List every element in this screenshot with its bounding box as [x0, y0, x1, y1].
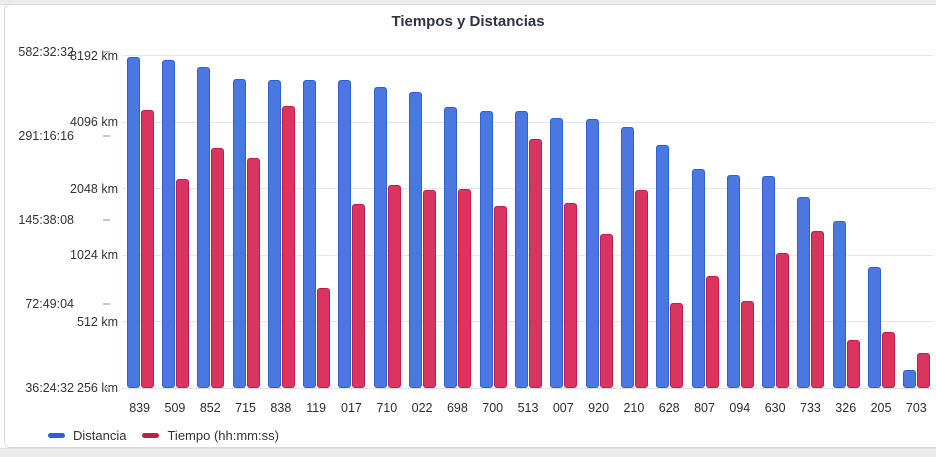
x-axis-category-label: 700 [482, 401, 504, 415]
x-axis-category-label: 205 [870, 401, 892, 415]
bar-distancia[interactable] [726, 175, 740, 388]
bar-distancia[interactable] [832, 220, 846, 388]
bar-tiempo[interactable] [281, 106, 295, 388]
bar-distancia[interactable] [126, 56, 140, 388]
y-axis-time-tick-mark [103, 51, 110, 54]
bar-tiempo[interactable] [175, 178, 189, 388]
legend-item-tiempo[interactable]: Tiempo (hh:mm:ss) [142, 427, 279, 443]
bar-tiempo[interactable] [140, 110, 154, 388]
legend-swatch-icon [48, 432, 65, 438]
x-axis-category-label: 839 [129, 401, 151, 415]
gridline [122, 321, 934, 322]
y-axis-time-tick-mark [103, 135, 110, 138]
bar-tiempo[interactable] [352, 203, 366, 388]
bar-distancia[interactable] [303, 80, 317, 388]
bar-tiempo[interactable] [776, 253, 790, 388]
bar-tiempo[interactable] [493, 205, 507, 388]
chart-legend: Distancia Tiempo (hh:mm:ss) [48, 427, 279, 443]
bar-tiempo[interactable] [670, 302, 684, 388]
x-axis-category-label: 513 [517, 401, 539, 415]
bar-distancia[interactable] [868, 267, 882, 388]
bar-tiempo[interactable] [458, 188, 472, 388]
gridline [122, 387, 934, 389]
bar-distancia[interactable] [479, 110, 493, 388]
bar-tiempo[interactable] [811, 230, 825, 388]
bar-distancia[interactable] [197, 66, 211, 388]
x-axis-category-label: 852 [199, 401, 221, 415]
bar-distancia[interactable] [797, 196, 811, 388]
y-axis-time-tick-mark [103, 303, 110, 306]
legend-swatch-icon [142, 432, 160, 438]
bar-distancia[interactable] [762, 175, 776, 388]
bar-distancia[interactable] [656, 144, 670, 388]
x-axis-category-label: 698 [446, 401, 468, 415]
bar-distancia[interactable] [691, 169, 705, 388]
x-axis-category-label: 509 [164, 401, 186, 415]
bar-tiempo[interactable] [529, 139, 542, 388]
bar-distancia[interactable] [444, 106, 458, 388]
bar-tiempo[interactable] [740, 301, 754, 388]
bar-distancia[interactable] [409, 91, 423, 388]
y-axis-distance-tick-label: 1024 km [70, 248, 118, 262]
bar-tiempo[interactable] [423, 189, 437, 388]
x-axis-category-label: 007 [552, 401, 574, 415]
y-axis-distance-tick-label: 2048 km [70, 181, 118, 196]
x-axis-category-label: 733 [800, 401, 821, 415]
chart-title: Tiempos y Distancias [391, 13, 545, 30]
bar-tiempo[interactable] [846, 340, 860, 388]
y-axis-time-tick-label: 582:32:32 [18, 45, 74, 60]
legend-label: Tiempo (hh:mm:ss) [167, 427, 279, 443]
bar-tiempo[interactable] [917, 353, 931, 388]
bar-tiempo[interactable] [599, 233, 613, 388]
x-axis-category-label: 703 [905, 401, 927, 415]
x-axis-category-label: 807 [694, 401, 715, 415]
bar-tiempo[interactable] [211, 147, 225, 388]
bar-distancia[interactable] [232, 79, 246, 388]
bar-distancia[interactable] [373, 86, 387, 388]
gridline [122, 55, 934, 56]
y-axis-distance-tick-label: 512 km [77, 314, 118, 329]
bar-distancia[interactable] [267, 79, 281, 388]
x-axis-category-label: 920 [588, 401, 610, 415]
y-axis-distance-tick-label: 4096 km [70, 115, 118, 129]
x-axis-category-label: 119 [306, 401, 327, 415]
bar-tiempo[interactable] [705, 276, 719, 388]
y-axis-time-tick-mark [103, 219, 110, 222]
x-axis-category-label: 017 [341, 401, 362, 415]
bar-tiempo[interactable] [387, 185, 401, 388]
y-axis-distance-tick-label: 256 km [77, 381, 118, 395]
gridline [122, 121, 934, 123]
y-axis-time-tick-label: 36:24:32 [25, 381, 74, 395]
bar-distancia[interactable] [903, 369, 917, 388]
bar-distancia[interactable] [338, 80, 352, 388]
y-axis-time-tick-mark [103, 387, 110, 389]
x-axis-category-label: 710 [376, 401, 398, 415]
page-bottom-edge [0, 448, 936, 457]
x-axis-category-label: 022 [411, 401, 433, 415]
bar-distancia[interactable] [550, 118, 564, 388]
x-axis-category-label: 094 [729, 401, 751, 415]
bar-distancia[interactable] [515, 111, 528, 388]
legend-label: Distancia [73, 427, 127, 443]
x-axis-category-label: 326 [835, 401, 857, 415]
gridline [122, 254, 934, 256]
x-axis-category-label: 630 [764, 401, 786, 415]
x-axis-category-label: 210 [623, 401, 645, 415]
bar-tiempo[interactable] [882, 331, 896, 388]
y-axis-time-tick-label: 145:38:08 [18, 213, 74, 228]
x-axis-category-label: 628 [658, 401, 680, 415]
bar-distancia[interactable] [161, 60, 175, 388]
bar-tiempo[interactable] [317, 287, 331, 388]
legend-item-distancia[interactable]: Distancia [48, 428, 126, 443]
x-axis-category-label: 715 [235, 401, 256, 415]
bar-tiempo[interactable] [246, 158, 260, 388]
y-axis-time-tick-label: 291:16:16 [18, 129, 74, 144]
bar-tiempo[interactable] [564, 202, 578, 388]
bar-distancia[interactable] [620, 126, 634, 388]
x-axis-category-label: 838 [270, 401, 292, 415]
y-axis-time-tick-label: 72:49:04 [25, 297, 74, 312]
gridline [122, 188, 934, 189]
bar-distancia[interactable] [585, 118, 599, 388]
bar-tiempo[interactable] [634, 189, 648, 388]
